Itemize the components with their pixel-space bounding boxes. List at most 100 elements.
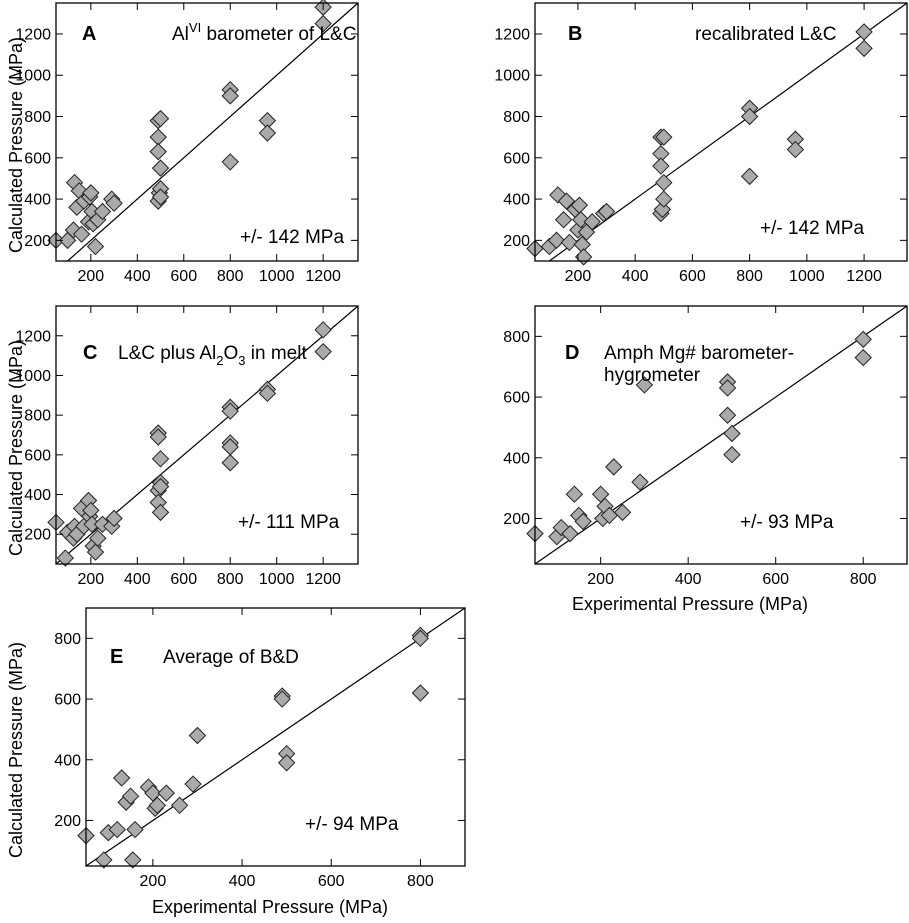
ylabel-row3: Calculated Pressure (MPa) <box>6 642 26 858</box>
panel-d-ytick-label: 600 <box>503 390 530 407</box>
panel-b-point-5 <box>557 192 576 210</box>
xlabel-panel-e: Experimental Pressure (MPa) <box>152 897 388 917</box>
panel-a-point-6 <box>72 225 91 243</box>
panel-c-ytick-label: 1200 <box>15 328 51 345</box>
panel-e-note: +/- 94 MPa <box>305 814 399 835</box>
panel-b-xtick-label: 1000 <box>789 268 825 285</box>
panel-b-xtick-label: 400 <box>622 268 649 285</box>
panel-b-point-24 <box>655 190 673 208</box>
panel-c-point-14 <box>89 529 107 547</box>
panel-e-ytick-label: 600 <box>54 692 81 709</box>
panel-b-ytick-label: 200 <box>503 233 530 250</box>
panel-e-point-7 <box>124 851 142 869</box>
panel-b-frame <box>534 2 908 262</box>
panel-e-xtick-label: 800 <box>407 873 434 890</box>
panel-b-point-22 <box>655 128 673 146</box>
panel-a-xtick-label: 800 <box>217 268 244 285</box>
panel-c-xtick-label: 600 <box>170 571 197 588</box>
panel-a-xtick-label: 200 <box>77 268 104 285</box>
panel-b-point-19 <box>652 157 670 175</box>
panel-c-ytick-label: 600 <box>24 447 51 464</box>
panel-b: 200 400 600 800 1000 1200 200 400 600 800 1000 1200… <box>494 2 908 285</box>
panel-a-point-13 <box>86 237 105 256</box>
panel-c: 200 400 600 800 1000 1200 200 400 600 800 1000 1200… <box>15 305 359 588</box>
panel-a-xtick-label: 1000 <box>259 268 295 285</box>
panel-d-note: +/- 93 MPa <box>740 512 834 533</box>
panel-e-point-4 <box>112 769 131 787</box>
xlabel-panel-d: Experimental Pressure (MPa) <box>572 594 808 614</box>
panel-e-point-14 <box>170 796 189 815</box>
panel-d-ytick-label: 800 <box>503 329 530 346</box>
panel-c-ytick-label: 200 <box>24 527 51 544</box>
panel-e-point-23 <box>411 684 430 702</box>
panel-e-point-22 <box>411 629 430 648</box>
panel-e-fit-line <box>85 607 466 867</box>
panel-d-ytick-label: 200 <box>503 511 530 528</box>
panel-e-point-12 <box>148 796 167 815</box>
panel-a-point-15 <box>93 202 112 221</box>
panel-a-point-17 <box>105 194 123 212</box>
panel-a-point-31 <box>258 124 277 142</box>
panel-c-point-33 <box>314 321 332 339</box>
panel-c-point-1 <box>56 549 74 567</box>
panel-d-label: D <box>565 342 579 364</box>
panel-a-point-10 <box>82 184 100 202</box>
panel-c-point-17 <box>105 509 123 528</box>
panel-a: 200 400 600 800 1000 1200 200 400 600 800 1000 1200… <box>15 0 359 285</box>
panel-b-label: B <box>568 23 582 45</box>
panel-b-point-10 <box>572 211 590 229</box>
panel-a-point-19 <box>149 128 167 146</box>
panel-a-point-33 <box>314 14 332 33</box>
panel-d-point-20 <box>854 330 872 349</box>
panel-d-point-14 <box>635 376 654 394</box>
panel-e-point-6 <box>121 787 140 805</box>
panel-e-point-15 <box>184 775 202 793</box>
panel-a-note: +/- 142 MPa <box>240 227 344 248</box>
panel-e-point-3 <box>108 820 126 839</box>
panel-b-fit-line <box>548 2 908 262</box>
panel-b-ytick-label: 1000 <box>494 68 530 85</box>
panel-c-label: C <box>83 342 97 364</box>
panel-b-point-2 <box>547 231 566 250</box>
panel-d-title-line1: Amph Mg# barometer- <box>604 343 794 364</box>
panel-a-ytick-label: 200 <box>24 233 51 250</box>
panel-c-point-32 <box>258 384 277 403</box>
panel-c-xtick-label: 1200 <box>305 571 341 588</box>
panel-b-point-21 <box>653 200 672 219</box>
panel-b-ytick-label: 600 <box>503 150 530 167</box>
panel-a-ytick-label: 400 <box>24 192 51 209</box>
panel-e-point-1 <box>95 851 113 869</box>
panel-c-point-13 <box>86 543 105 561</box>
panel-a-xtick-label: 400 <box>124 268 151 285</box>
panel-c-title: L&C plus Al2O3 in melt <box>118 343 307 368</box>
panel-e-point-16 <box>188 726 207 745</box>
panel-e-xtick-label: 200 <box>140 873 167 890</box>
panel-a-point-26 <box>151 188 170 206</box>
panel-b-ytick-label: 800 <box>503 109 530 126</box>
panel-b-xtick-label: 200 <box>565 268 592 285</box>
panel-a-point-29 <box>221 153 239 171</box>
panel-b-point-14 <box>583 213 601 231</box>
panel-b-point-23 <box>655 173 673 192</box>
panel-e-point-18 <box>273 690 291 708</box>
panel-b-point-4 <box>554 211 573 229</box>
panel-c-point-27 <box>221 402 239 420</box>
panel-d-ytick-label: 400 <box>503 450 530 467</box>
panel-b-xtick-label: 600 <box>679 268 706 285</box>
panel-a-ytick-label: 1000 <box>15 68 51 85</box>
panel-b-xtick-label: 1200 <box>846 268 882 285</box>
panel-d-point-18 <box>723 424 741 443</box>
panel-c-frame <box>55 305 359 565</box>
panel-a-ytick-label: 800 <box>24 109 51 126</box>
panel-c-xtick-label: 800 <box>217 571 244 588</box>
panel-e-point-20 <box>277 754 296 772</box>
panel-b-point-29 <box>786 140 805 159</box>
panel-b-ytick-label: 400 <box>503 192 530 209</box>
panel-b-point-6 <box>560 233 579 252</box>
panel-c-xtick-label: 200 <box>77 571 104 588</box>
panel-a-point-28 <box>221 87 239 105</box>
panel-d-point-13 <box>631 473 649 491</box>
panel-d-point-19 <box>723 446 741 464</box>
panel-c-ytick-label: 1000 <box>15 368 51 385</box>
